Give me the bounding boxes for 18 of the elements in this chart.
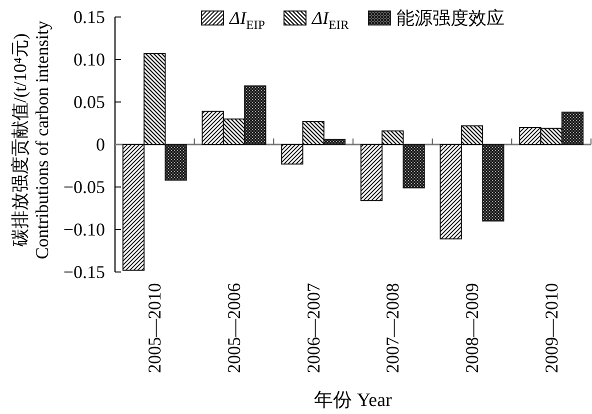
x-tick-label: 2007—2008 xyxy=(382,283,403,373)
y-tick-label: 0 xyxy=(96,134,105,154)
y-tick-label: −0.10 xyxy=(63,220,105,240)
legend-label: ΔI$_{EIR}$ xyxy=(311,8,350,32)
y-tick-label: −0.05 xyxy=(63,177,105,197)
y-tick-label: 0.10 xyxy=(74,50,105,70)
x-axis-title: 年份 Year xyxy=(314,390,393,411)
y-tick-label: 0.15 xyxy=(74,7,105,27)
x-tick-label: 2005—2006 xyxy=(224,283,244,373)
x-tick-label: 2009—2010 xyxy=(541,283,562,373)
y-axis-title: 碳排放强度贡献值/(t/10⁴元) Contributions of carbon intensity xyxy=(10,20,52,260)
legend-label: 能源强度效应 xyxy=(396,8,504,28)
x-tick-label: 2008—2009 xyxy=(462,283,482,373)
y-tick-label: 0.05 xyxy=(74,92,105,112)
x-tick-label: 2005—2010 xyxy=(144,283,165,373)
legend-label: ΔI$_{EIP}$ xyxy=(228,8,265,32)
y-tick-label: −0.15 xyxy=(63,262,105,282)
x-tick-label: 2006—2007 xyxy=(303,283,324,373)
